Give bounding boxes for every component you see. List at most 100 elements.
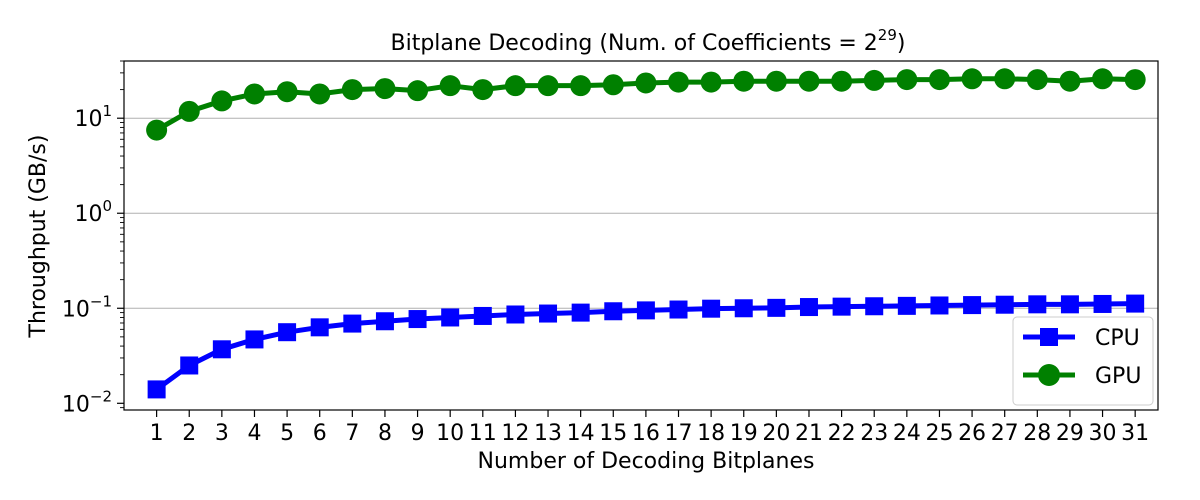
cpu-point <box>963 296 982 315</box>
cpu-point <box>702 299 721 318</box>
cpu-point <box>310 318 329 337</box>
gpu-point <box>668 71 690 93</box>
cpu-point <box>441 308 460 327</box>
cpu-point <box>408 310 427 329</box>
x-tick-label: 23 <box>860 421 888 446</box>
gpu-point <box>896 69 918 91</box>
gpu-point <box>700 71 722 93</box>
gpu-point <box>1059 70 1081 92</box>
x-axis-ticks: 1 2 3 4 5 6 7 8 9 10 11 12 13 14 15 16 17 18 19 20 21 22 23 24 2… <box>150 410 1149 446</box>
x-tick-label: 13 <box>534 421 562 446</box>
x-tick-label: 29 <box>1056 421 1084 446</box>
cpu-point <box>734 299 753 318</box>
gpu-point <box>1026 69 1048 91</box>
cpu-point <box>865 297 884 316</box>
x-tick-label: 19 <box>730 421 758 446</box>
x-tick-label: 8 <box>378 421 392 446</box>
legend: CPU GPU <box>1012 316 1154 406</box>
cpu-point <box>375 312 394 331</box>
cpu-point <box>212 340 231 359</box>
cpu-point <box>1126 294 1145 313</box>
legend-label-cpu: CPU <box>1095 326 1140 351</box>
gpu-point <box>146 119 168 141</box>
cpu-point <box>245 330 264 349</box>
x-tick-label: 14 <box>567 421 595 446</box>
x-tick-label: 12 <box>501 421 529 446</box>
gpu-point <box>374 78 396 100</box>
gpu-point <box>472 79 494 101</box>
chart-title: Bitplane Decoding (Num. of Coefficients … <box>391 26 906 56</box>
x-tick-label: 1 <box>150 421 164 446</box>
gpu-point <box>831 70 853 92</box>
gpu-point <box>178 100 200 122</box>
x-tick-label: 15 <box>599 421 627 446</box>
x-tick-label: 16 <box>632 421 660 446</box>
gpu-point <box>537 75 559 97</box>
x-tick-label: 20 <box>762 421 790 446</box>
x-tick-label: 22 <box>828 421 856 446</box>
cpu-point <box>669 300 688 319</box>
cpu-point <box>571 303 590 322</box>
x-tick-label: 5 <box>280 421 294 446</box>
cpu-point <box>278 323 297 342</box>
cpu-point <box>636 301 655 320</box>
cpu-point <box>343 314 362 333</box>
x-tick-label: 24 <box>893 421 921 446</box>
gpu-point <box>439 75 461 97</box>
cpu-point <box>604 302 623 321</box>
gpu-point <box>504 75 526 97</box>
x-tick-label: 7 <box>345 421 359 446</box>
gpu-point <box>341 79 363 101</box>
cpu-point <box>1093 294 1112 313</box>
gpu-point <box>798 70 820 92</box>
gpu-point <box>863 69 885 91</box>
gpu-point <box>407 80 429 102</box>
gpu-point <box>733 70 755 92</box>
x-tick-label: 27 <box>991 421 1019 446</box>
x-axis-label: Number of Decoding Bitplanes <box>478 449 815 474</box>
cpu-point <box>473 306 492 325</box>
gpu-point <box>309 83 331 105</box>
x-tick-label: 9 <box>411 421 425 446</box>
y-tick-label: 100 <box>74 197 112 227</box>
cpu-point <box>897 296 916 315</box>
plot-frame <box>123 60 1159 411</box>
cpu-point <box>1060 295 1079 314</box>
cpu-point <box>832 297 851 316</box>
x-tick-label: 3 <box>215 421 229 446</box>
cpu-point <box>506 305 525 324</box>
cpu-point <box>539 304 558 323</box>
cpu-point <box>995 295 1014 314</box>
cpu-point <box>147 380 166 399</box>
x-tick-label: 6 <box>313 421 327 446</box>
gpu-point <box>1092 68 1114 90</box>
legend-marker-cpu <box>1040 328 1058 346</box>
x-tick-label: 10 <box>436 421 464 446</box>
x-tick-label: 11 <box>469 421 497 446</box>
y-tick-label: 10−1 <box>62 292 112 322</box>
y-tick-label: 101 <box>74 102 112 132</box>
legend-label-gpu: GPU <box>1095 364 1141 389</box>
y-axis-label: Throughput (GB/s) <box>26 135 51 339</box>
y-axis-ticks: 10−2 10−1 100 101 <box>62 60 124 417</box>
y-tick-label: 10−2 <box>62 387 112 417</box>
x-tick-label: 2 <box>182 421 196 446</box>
cpu-point <box>180 356 199 375</box>
cpu-point <box>930 296 949 315</box>
gpu-point <box>602 74 624 96</box>
gpu-point <box>1124 69 1146 91</box>
gpu-point <box>961 68 983 90</box>
gpu-point <box>211 90 233 112</box>
grid-lines <box>124 117 1158 309</box>
x-tick-label: 21 <box>795 421 823 446</box>
gpu-point <box>276 81 298 103</box>
x-tick-label: 18 <box>697 421 725 446</box>
legend-marker-gpu <box>1038 364 1060 386</box>
gpu-point <box>765 70 787 92</box>
cpu-point <box>767 298 786 317</box>
x-tick-label: 17 <box>665 421 693 446</box>
cpu-point <box>1028 295 1047 314</box>
gpu-point <box>570 75 592 97</box>
x-tick-label: 25 <box>925 421 953 446</box>
